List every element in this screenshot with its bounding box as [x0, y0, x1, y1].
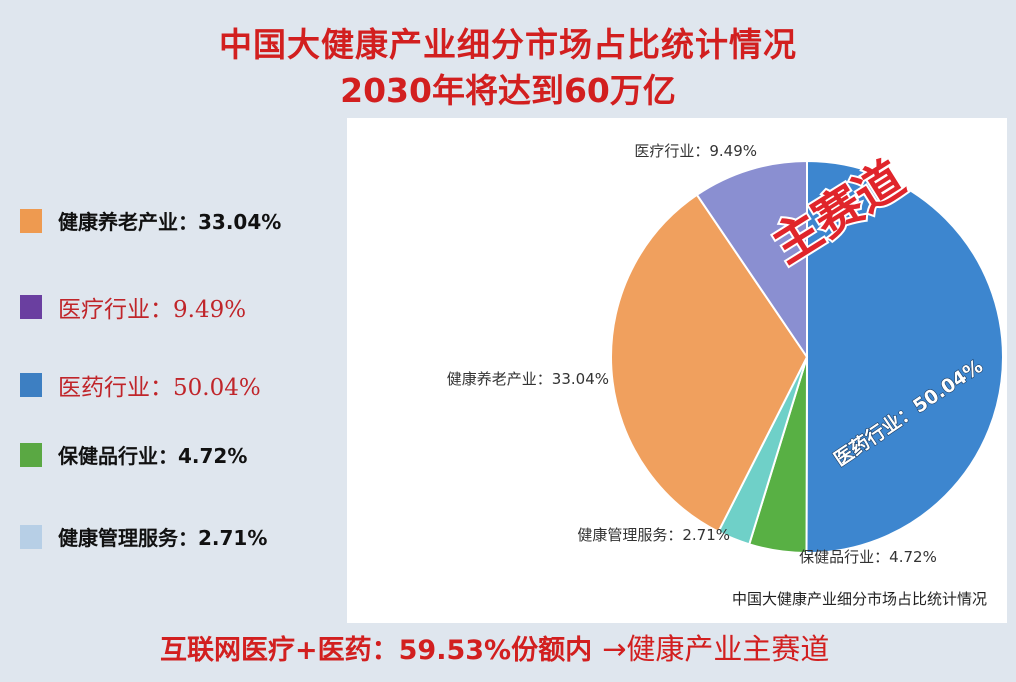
legend-item-pharma: 医药行业：50.04%: [20, 368, 261, 402]
legend-label-supplements: 保健品行业：4.72%: [58, 444, 248, 468]
bottom-caption-arrow: →健康产业主赛道: [602, 632, 830, 666]
bottom-caption: 互联网医疗+医药：59.53%份额内 →健康产业主赛道: [160, 626, 829, 668]
label-eldercare: 健康养老产业：33.04%: [447, 370, 609, 388]
legend-item-supplements: 保健品行业：4.72%: [20, 440, 247, 469]
chart-title: 中国大健康产业细分市场占比统计情况: [219, 25, 797, 64]
legend-label-medical: 医疗行业：9.49%: [58, 297, 247, 323]
slice-eldercare: [610, 193, 809, 534]
legend-label-eldercare: 健康养老产业：33.04%: [58, 210, 282, 234]
chart-caption: 中国大健康产业细分市场占比统计情况: [732, 590, 987, 608]
legend-swatch-health-mgmt: [20, 524, 42, 549]
legend-swatch-supplements: [20, 442, 42, 467]
chart-subtitle: 2030年将达到60万亿: [340, 71, 676, 110]
legend-item-health-mgmt: 健康管理服务：2.71%: [20, 522, 267, 551]
label-supplements: 保健品行业：4.72%: [799, 548, 937, 566]
slice-pharma: [805, 159, 1005, 554]
slice-medical: [695, 159, 808, 361]
legend-label-pharma: 医药行业：50.04%: [58, 375, 261, 401]
label-medical: 医疗行业：9.49%: [634, 142, 757, 160]
legend-swatch-pharma: [20, 373, 42, 397]
legend-item-medical: 医疗行业：9.49%: [20, 290, 246, 324]
label-health-mgmt: 健康管理服务：2.71%: [577, 526, 730, 544]
legend-label-health-mgmt: 健康管理服务：2.71%: [58, 526, 268, 550]
bottom-caption-text: 互联网医疗+医药：59.53%份额内: [160, 635, 593, 666]
legend-swatch-medical: [20, 295, 42, 319]
legend-item-eldercare: 健康养老产业：33.04%: [20, 206, 281, 235]
pie-chart: 医疗行业：9.49% 健康养老产业：33.04% 健康管理服务：2.71% 保健品行业…: [447, 142, 1005, 608]
legend-swatch-eldercare: [20, 208, 42, 233]
